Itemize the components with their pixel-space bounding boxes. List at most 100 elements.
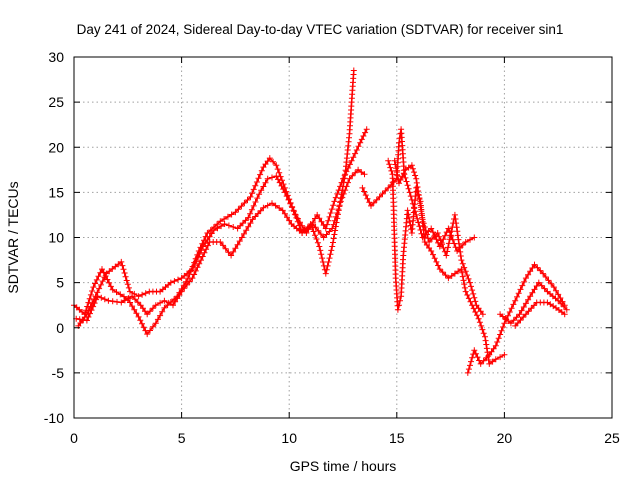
data-point xyxy=(89,288,96,294)
data-point xyxy=(316,215,323,222)
data-point xyxy=(340,190,347,197)
data-point xyxy=(468,283,474,290)
data-point xyxy=(331,231,338,238)
data-point xyxy=(399,173,406,180)
data-point xyxy=(560,303,567,310)
data-point xyxy=(234,225,241,232)
data-point xyxy=(431,255,438,262)
y-tick-label: 25 xyxy=(48,94,64,110)
data-point xyxy=(405,211,412,218)
data-point xyxy=(257,171,264,178)
data-point xyxy=(238,234,245,241)
data-point xyxy=(323,266,330,273)
data-point xyxy=(245,214,252,221)
data-point xyxy=(191,271,198,278)
data-point xyxy=(120,266,127,273)
data-point xyxy=(317,231,324,238)
tick-layer: 0 5 10 15 20 25 -10 -5 0 5 10 15 20 25 30 xyxy=(44,49,620,446)
data-point xyxy=(522,300,529,307)
data-point xyxy=(105,297,112,304)
data-point xyxy=(330,239,336,246)
data-point xyxy=(362,192,369,199)
data-point xyxy=(464,369,471,376)
data-point xyxy=(109,286,116,293)
data-point xyxy=(512,297,519,304)
data-point xyxy=(527,293,534,300)
data-point xyxy=(437,237,444,244)
data-point xyxy=(338,179,345,186)
data-point xyxy=(217,239,224,245)
data-point xyxy=(346,161,353,168)
data-point xyxy=(471,294,478,301)
data-point xyxy=(232,209,239,216)
data-point xyxy=(149,323,156,330)
data-point xyxy=(402,174,409,181)
data-point xyxy=(370,199,377,206)
x-tick-label: 15 xyxy=(389,430,405,446)
data-point xyxy=(476,319,483,326)
data-point xyxy=(462,268,469,275)
data-point xyxy=(409,165,416,172)
data-point xyxy=(470,290,477,297)
data-point xyxy=(408,162,415,169)
data-point xyxy=(439,269,446,276)
data-point xyxy=(335,187,342,194)
data-point xyxy=(359,184,366,191)
data-point xyxy=(208,230,215,237)
data-point xyxy=(252,213,259,220)
data-point xyxy=(467,279,473,286)
data-point xyxy=(456,240,462,247)
data-point xyxy=(525,271,532,278)
data-point xyxy=(415,188,422,194)
data-point xyxy=(465,295,472,302)
data-point xyxy=(134,299,141,306)
data-point xyxy=(430,229,436,236)
data-point xyxy=(165,299,172,306)
data-point xyxy=(428,248,435,254)
data-point xyxy=(174,295,181,302)
data-point xyxy=(396,180,402,187)
data-point xyxy=(127,288,133,295)
data-point xyxy=(201,249,208,256)
data-point xyxy=(249,216,256,223)
data-point xyxy=(386,161,393,168)
data-point xyxy=(92,280,99,287)
data-point xyxy=(540,270,547,277)
data-point xyxy=(224,213,231,220)
data-point xyxy=(314,239,321,246)
data-point xyxy=(445,225,452,232)
data-point xyxy=(248,206,255,213)
data-point xyxy=(125,295,132,302)
data-point xyxy=(241,230,247,237)
data-point xyxy=(426,239,433,245)
data-point xyxy=(135,313,142,320)
data-point xyxy=(416,196,423,203)
data-point xyxy=(417,204,424,211)
data-point xyxy=(221,221,228,227)
x-tick-label: 25 xyxy=(604,430,620,446)
data-point xyxy=(140,324,147,331)
data-point xyxy=(469,287,476,294)
data-point xyxy=(107,283,114,290)
data-point xyxy=(357,139,364,146)
data-point xyxy=(250,186,257,193)
data-point xyxy=(545,277,552,284)
data-point xyxy=(236,238,243,245)
data-point xyxy=(512,322,519,329)
data-point xyxy=(192,258,199,265)
data-point xyxy=(435,262,442,269)
data-point xyxy=(276,179,283,186)
data-point xyxy=(402,166,409,173)
data-point xyxy=(415,192,422,199)
data-point xyxy=(262,179,269,186)
data-point xyxy=(553,287,559,294)
data-point xyxy=(483,354,490,361)
data-point xyxy=(154,316,161,323)
data-point xyxy=(325,217,332,224)
data-point xyxy=(397,177,404,183)
data-point xyxy=(498,327,505,334)
data-point xyxy=(510,317,517,324)
data-point xyxy=(303,230,310,236)
data-point xyxy=(419,212,425,219)
data-point xyxy=(459,242,466,248)
